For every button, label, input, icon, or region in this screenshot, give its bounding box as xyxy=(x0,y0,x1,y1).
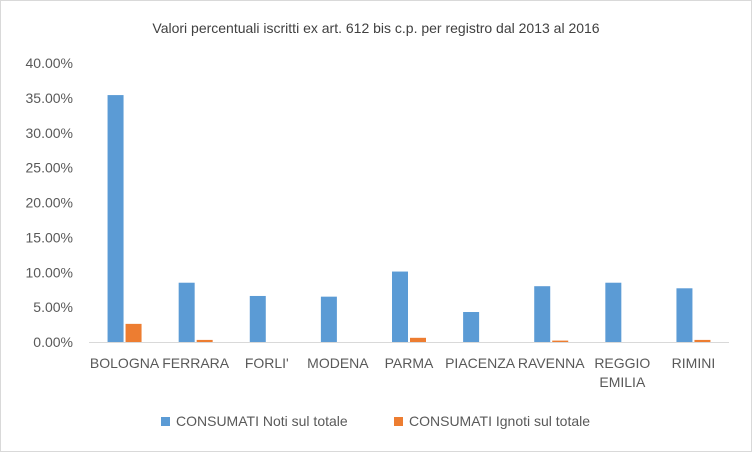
y-tick-label: 15.00% xyxy=(26,229,73,245)
bar-ignoti xyxy=(125,323,142,342)
y-tick-label: 25.00% xyxy=(26,160,73,176)
bar-ignoti xyxy=(694,339,711,342)
bar-ignoti xyxy=(552,340,569,342)
bar-ignoti xyxy=(196,339,213,342)
bars-group xyxy=(107,95,711,343)
y-tick-label: 0.00% xyxy=(33,334,73,350)
bar-noti xyxy=(320,296,337,342)
x-tick-label: RAVENNA xyxy=(518,355,585,371)
x-axis: BOLOGNA FERRARA FORLI' MODENA PARMA PIACENZA R… xyxy=(89,342,729,390)
x-tick-label: BOLOGNA xyxy=(90,355,160,371)
y-tick-label: 35.00% xyxy=(26,90,73,106)
bar-ignoti xyxy=(410,337,426,342)
legend-swatch xyxy=(161,417,170,426)
x-tick-label: REGGIO xyxy=(594,355,650,371)
x-tick-label: FERRARA xyxy=(162,355,230,371)
legend-label: CONSUMATI Ignoti sul totale xyxy=(409,413,590,429)
y-tick-label: 5.00% xyxy=(33,299,73,315)
x-tick-label: RIMINI xyxy=(672,355,716,371)
x-tick-label: FORLI' xyxy=(245,355,289,371)
y-tick-label: 30.00% xyxy=(26,125,73,141)
bar-noti xyxy=(605,282,622,342)
bar-noti xyxy=(178,282,195,342)
x-tick-label: PARMA xyxy=(385,355,434,371)
bar-noti xyxy=(676,288,693,342)
y-tick-label: 20.00% xyxy=(26,195,73,211)
bar-noti xyxy=(392,271,408,342)
y-tick-label: 40.00% xyxy=(26,55,73,71)
y-axis: 0.00% 5.00% 10.00% 15.00% 20.00% 25.00% 30.00%… xyxy=(26,55,73,350)
bar-noti xyxy=(534,286,551,342)
legend-label: CONSUMATI Noti sul totale xyxy=(176,413,348,429)
legend: CONSUMATI Noti sul totale CONSUMATI Ignot… xyxy=(161,413,590,429)
bar-noti xyxy=(463,312,480,342)
y-tick-label: 10.00% xyxy=(26,264,73,280)
bar-noti xyxy=(107,95,124,343)
chart-title: Valori percentuali iscritti ex art. 612 … xyxy=(152,20,599,36)
x-tick-label: MODENA xyxy=(307,355,369,371)
x-tick-label: EMILIA xyxy=(599,374,646,390)
legend-swatch xyxy=(394,417,403,426)
bar-noti xyxy=(249,295,266,342)
x-tick-label: PIACENZA xyxy=(445,355,516,371)
